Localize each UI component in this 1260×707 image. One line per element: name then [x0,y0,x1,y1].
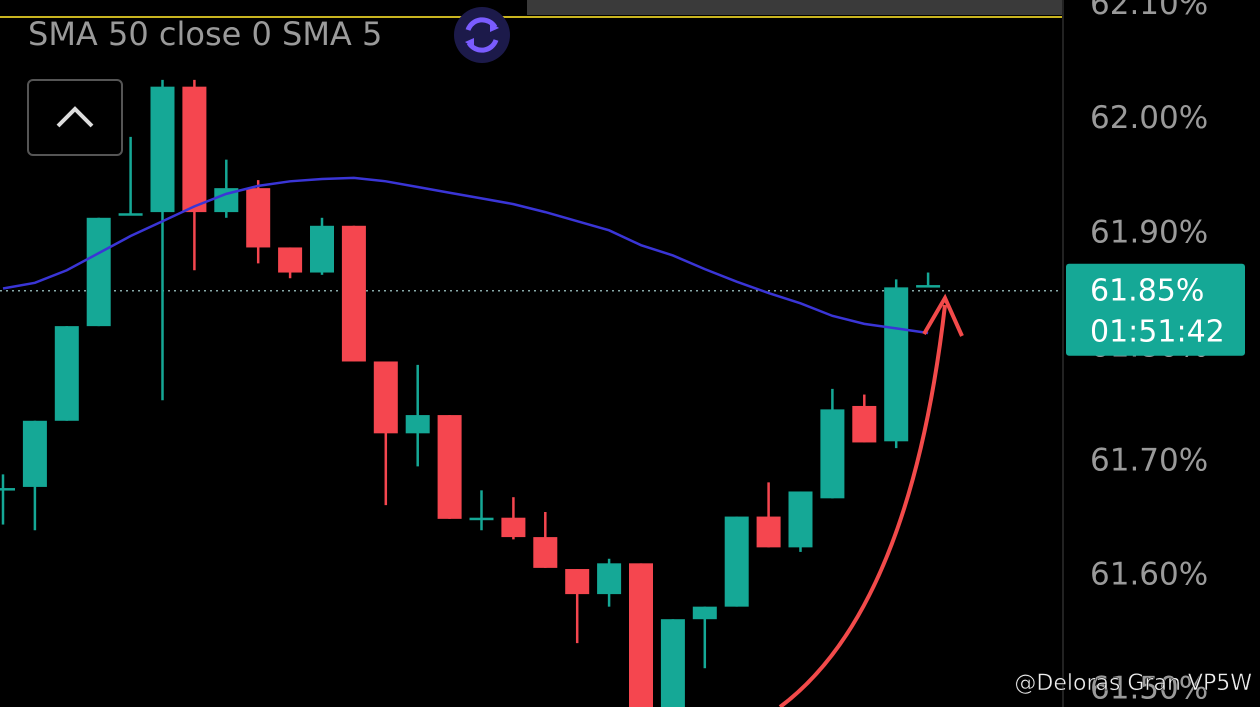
annotation-arrow [778,293,964,707]
candle [0,474,15,525]
candle-body [150,86,175,213]
price-badge-label: 61.85% [1090,273,1204,308]
plot [0,79,1062,707]
candle [788,491,813,552]
candle-body [820,409,845,499]
candle-body [501,517,526,538]
candle [852,394,877,443]
indicator-label: SMA 50 close 0 SMA 5 [28,15,382,53]
y-tick-label: 61.70% [1090,442,1208,478]
candle-body [565,569,590,595]
candle-body [246,188,271,248]
candle-body [533,537,558,568]
candle-body [597,563,622,595]
y-axis: 62.10%62.00%61.90%61.80%61.70%61.60%61.5… [1066,0,1245,706]
candle [373,361,398,506]
candle [820,388,845,499]
candle [629,563,653,707]
candle [884,279,909,449]
candle [150,79,175,401]
candle [246,180,271,264]
top-bar [527,0,1062,15]
candle-body [0,488,15,491]
candle-body [629,563,653,707]
candle-body [22,420,47,487]
candle-body [86,217,111,327]
price-badge [1066,263,1245,356]
y-tick-label: 61.90% [1090,214,1208,250]
candle-body [310,225,334,273]
candle-body [884,287,909,442]
candle-body [118,213,143,216]
candle-body [660,619,685,707]
candle [341,225,366,362]
candle-body [373,361,398,434]
candle [692,606,717,669]
candle [660,619,685,707]
y-tick-label: 62.10% [1090,0,1208,22]
countdown: 01:51:42 [1090,314,1225,349]
candle [214,159,239,218]
candle [22,420,47,531]
candle-body [469,517,494,521]
candle-body [405,415,430,434]
candle-body [182,86,207,213]
candle-body [54,326,79,421]
candle [310,217,334,275]
candle-body [341,225,366,362]
sma-line [2,176,929,335]
candle-body [214,188,239,213]
watermark: @Deloras Gran VP5W [1014,671,1252,696]
candle [405,364,430,467]
candle [597,558,622,607]
candle [182,79,207,271]
candle [118,136,143,216]
y-tick-label: 61.50% [1090,670,1208,706]
candle [278,247,303,279]
candle [756,482,781,548]
candle [533,512,558,568]
candle [469,490,494,531]
candle [54,326,79,421]
candle-body [916,285,941,288]
candle-body [278,247,303,273]
y-tick-label: 61.60% [1090,556,1208,592]
candle-body [852,405,877,443]
candle-body [756,516,781,548]
candle [437,415,462,519]
candle [916,272,941,288]
collapse-button[interactable] [27,79,123,156]
y-tick-label: 62.00% [1090,100,1208,136]
candle-body [437,415,462,519]
candle [724,516,749,607]
candle [86,217,111,327]
candle-body [692,606,717,620]
candle [565,569,590,644]
candle [501,497,526,540]
candle-body [724,516,749,607]
refresh-button[interactable] [454,7,510,63]
candle-body [788,491,813,548]
